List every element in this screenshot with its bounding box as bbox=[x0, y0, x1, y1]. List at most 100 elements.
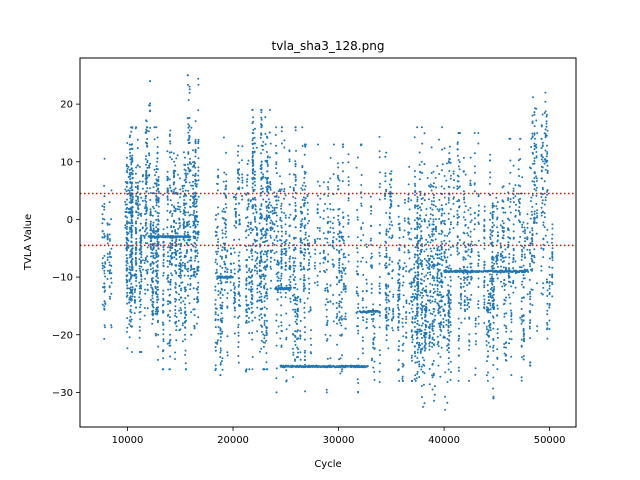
scatter-point bbox=[175, 316, 178, 318]
scatter-point bbox=[429, 207, 432, 209]
scatter-point bbox=[238, 280, 241, 283]
scatter-point bbox=[322, 209, 325, 212]
scatter-point bbox=[335, 301, 338, 304]
scatter-point bbox=[384, 298, 387, 301]
scatter-point bbox=[408, 282, 411, 285]
scatter-point bbox=[174, 286, 177, 289]
scatter-point bbox=[310, 344, 313, 346]
scatter-point bbox=[263, 300, 266, 303]
scatter-point bbox=[416, 212, 419, 214]
scatter-point bbox=[248, 307, 251, 310]
scatter-point bbox=[126, 182, 129, 185]
scatter-point bbox=[447, 199, 450, 201]
scatter-point bbox=[188, 223, 191, 226]
scatter-point bbox=[130, 186, 133, 189]
scatter-point bbox=[442, 326, 445, 329]
scatter-point bbox=[190, 311, 193, 314]
scatter-point bbox=[421, 311, 423, 314]
scatter-point bbox=[460, 321, 463, 324]
scatter-point bbox=[528, 263, 531, 265]
scatter-point bbox=[251, 139, 254, 142]
scatter-point bbox=[162, 340, 165, 343]
scatter-point bbox=[133, 301, 136, 304]
scatter-point bbox=[125, 220, 128, 223]
scatter-point bbox=[322, 261, 325, 264]
scatter-point bbox=[101, 267, 104, 270]
scatter-point bbox=[216, 175, 219, 178]
scatter-point bbox=[176, 249, 179, 252]
scatter-point bbox=[325, 298, 328, 301]
scatter-point bbox=[499, 224, 502, 227]
scatter-point bbox=[313, 238, 316, 241]
scatter-point bbox=[145, 155, 148, 158]
scatter-point bbox=[250, 221, 252, 224]
scatter-point bbox=[301, 126, 304, 129]
scatter-point bbox=[216, 342, 219, 345]
scatter-point bbox=[194, 255, 197, 258]
scatter-point bbox=[262, 175, 265, 178]
scatter-point bbox=[280, 253, 283, 256]
scatter-point bbox=[389, 206, 392, 209]
scatter-point bbox=[443, 175, 446, 177]
scatter-point bbox=[306, 208, 309, 211]
scatter-point bbox=[413, 136, 416, 139]
scatter-point bbox=[438, 253, 441, 256]
scatter-point bbox=[421, 142, 424, 145]
scatter-point bbox=[458, 185, 461, 188]
scatter-point bbox=[101, 230, 104, 233]
scatter-point bbox=[405, 270, 408, 273]
scatter-point bbox=[174, 207, 177, 210]
scatter-point bbox=[187, 138, 190, 141]
scatter-point bbox=[144, 258, 147, 261]
scatter-point bbox=[294, 283, 297, 286]
scatter-point bbox=[275, 331, 278, 334]
scatter-point bbox=[303, 227, 306, 230]
scatter-point bbox=[253, 269, 256, 272]
scatter-point bbox=[214, 234, 217, 237]
scatter-point bbox=[265, 223, 268, 226]
scatter-point bbox=[529, 321, 532, 324]
scatter-point bbox=[264, 268, 267, 271]
scatter-point bbox=[284, 242, 287, 245]
scatter-point bbox=[447, 297, 450, 300]
scatter-point bbox=[245, 370, 247, 373]
scatter-point bbox=[126, 347, 129, 350]
scatter-point bbox=[467, 275, 470, 278]
scatter-point bbox=[316, 280, 319, 283]
scatter-point bbox=[245, 236, 248, 239]
scatter-point bbox=[304, 185, 307, 188]
scatter-point bbox=[384, 291, 387, 294]
scatter-point bbox=[438, 249, 441, 252]
scatter-point bbox=[279, 291, 282, 294]
scatter-point bbox=[414, 246, 417, 249]
scatter-point bbox=[128, 323, 131, 326]
scatter-point bbox=[294, 340, 296, 343]
scatter-point bbox=[440, 169, 443, 172]
scatter-point bbox=[306, 297, 309, 300]
scatter-point bbox=[149, 229, 152, 232]
scatter-point bbox=[156, 264, 159, 267]
scatter-point bbox=[308, 288, 311, 290]
scatter-point bbox=[398, 340, 400, 343]
scatter-point bbox=[146, 166, 149, 169]
scatter-point bbox=[426, 299, 429, 302]
scatter-point bbox=[141, 187, 144, 190]
scatter-point bbox=[182, 224, 185, 227]
scatter-point bbox=[425, 274, 428, 277]
scatter-point bbox=[251, 356, 254, 358]
scatter-point bbox=[253, 180, 256, 183]
scatter-point bbox=[413, 256, 416, 259]
scatter-point bbox=[462, 285, 465, 288]
scatter-point bbox=[266, 136, 269, 139]
scatter-point bbox=[187, 152, 190, 155]
scatter-point bbox=[222, 217, 225, 220]
scatter-point bbox=[303, 279, 306, 282]
scatter-point bbox=[155, 195, 158, 198]
scatter-point bbox=[285, 250, 288, 253]
scatter-point bbox=[185, 368, 187, 371]
scatter-point bbox=[256, 287, 259, 290]
scatter-point bbox=[168, 340, 171, 342]
scatter-point bbox=[152, 269, 155, 272]
scatter-point bbox=[129, 304, 132, 307]
scatter-point bbox=[275, 391, 278, 394]
